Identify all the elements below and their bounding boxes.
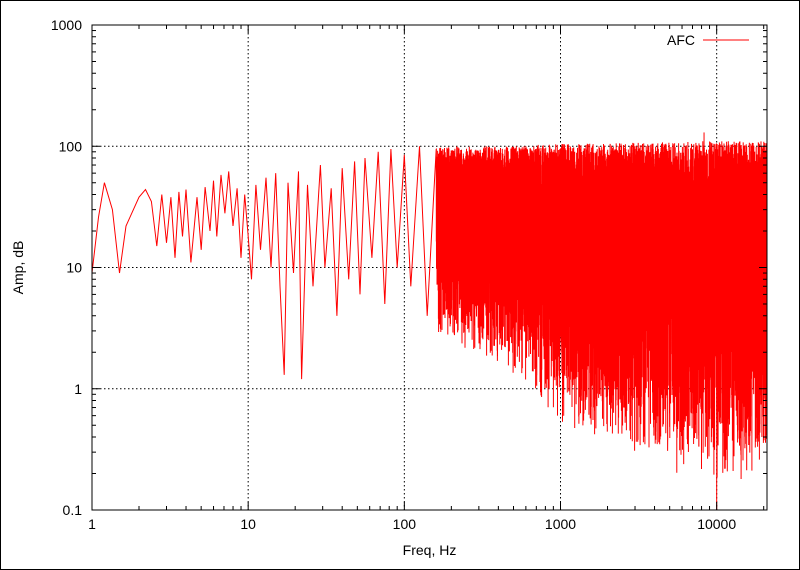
legend-label-afc: AFC xyxy=(667,32,695,48)
x-tick-label: 10000 xyxy=(697,516,736,532)
x-tick-label: 1000 xyxy=(545,516,576,532)
y-axis-title: Amp, dB xyxy=(10,241,26,295)
axis-ticks: 1 10 100 1000 10000 0.1 1 10 100 1000 xyxy=(51,17,767,532)
x-tick-label: 100 xyxy=(393,516,417,532)
y-tick-label: 0.1 xyxy=(63,502,83,518)
x-axis-title: Freq, Hz xyxy=(403,542,457,558)
x-tick-label: 1 xyxy=(88,516,96,532)
series-afc xyxy=(91,132,768,510)
y-tick-label: 1 xyxy=(74,381,82,397)
y-tick-label: 10 xyxy=(66,260,82,276)
afc-series-line xyxy=(91,141,768,480)
y-tick-label: 100 xyxy=(59,138,83,154)
x-tick-label: 10 xyxy=(240,516,256,532)
y-tick-label: 1000 xyxy=(51,17,82,33)
legend: AFC xyxy=(667,32,749,48)
